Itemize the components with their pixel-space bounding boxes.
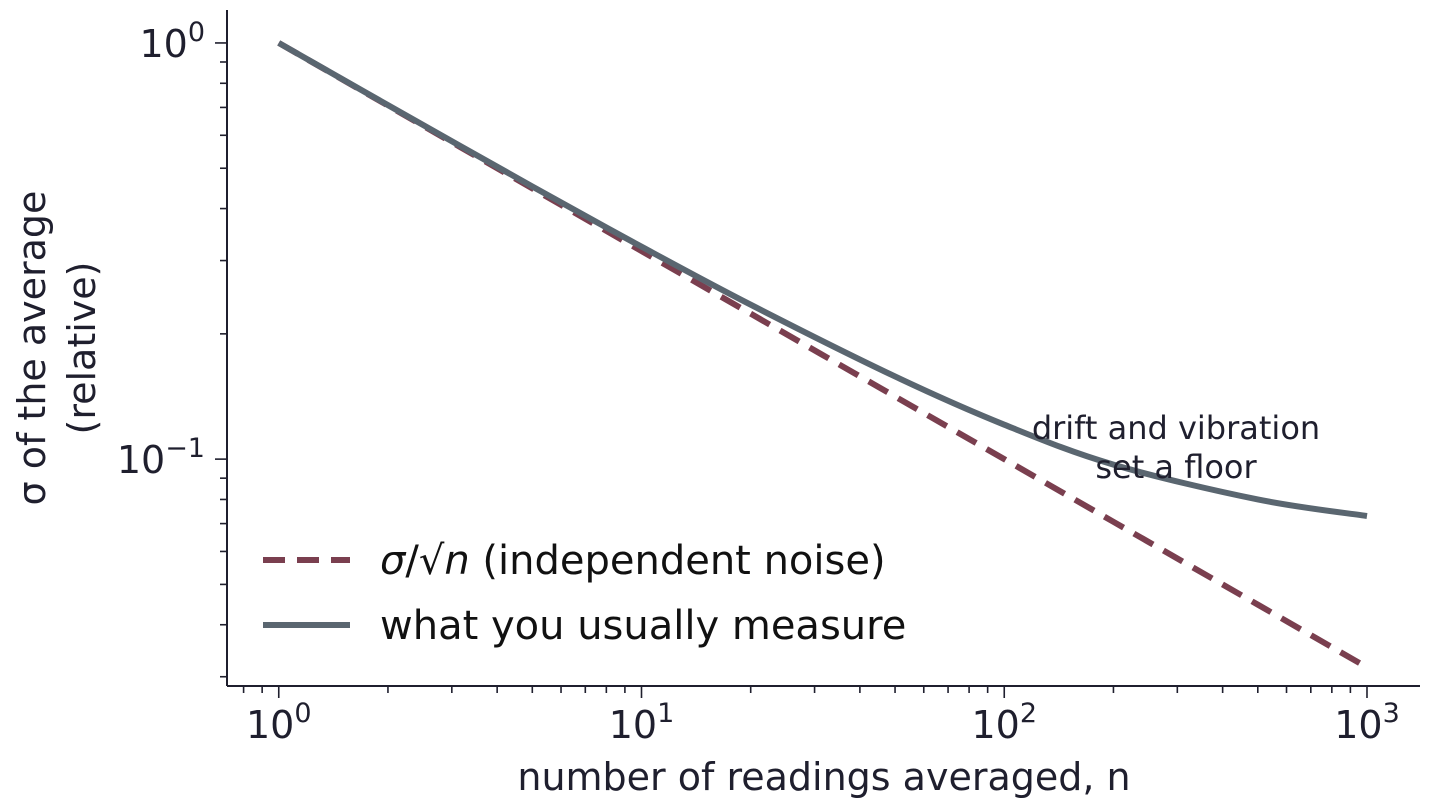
annotation-line-2: set a floor [1095,448,1257,486]
x-tick-label: 101 [609,698,675,747]
y-tick-label: 10−1 [117,433,205,482]
series-layer [277,40,1369,670]
legend-label-dashed: σ/√n (independent noise) [380,538,886,584]
legend-label-solid: what you usually measure [380,603,906,649]
y-axis-title: σ of the average (relative) [10,191,104,506]
x-tick-label: 102 [971,698,1037,747]
annotation-line-1: drift and vibration [1032,409,1320,447]
legend: σ/√n (independent noise) what you usuall… [263,538,906,649]
y-tick-label: 100 [139,17,205,66]
x-tick-label: 100 [246,698,312,747]
major-ticks: 100 101 102 103 100 10−1 [117,17,1400,747]
x-tick-label: 103 [1334,698,1400,747]
minor-ticks [220,61,1352,693]
y-axis-title-line-2: (relative) [60,262,104,435]
series-line-measured [277,40,1368,519]
x-axis-title: number of readings averaged, n [517,755,1130,799]
y-axis-title-line-1: σ of the average [10,191,54,506]
